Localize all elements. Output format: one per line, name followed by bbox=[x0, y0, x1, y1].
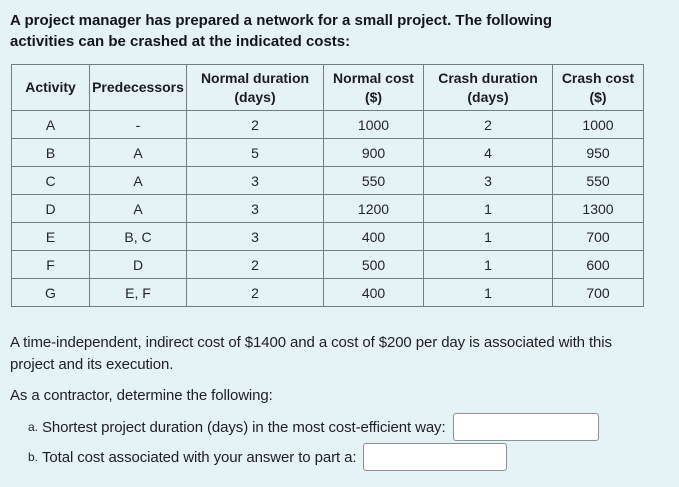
table-cell: 550 bbox=[323, 166, 424, 195]
table-cell: A bbox=[11, 110, 90, 139]
answer-a-input[interactable] bbox=[452, 413, 599, 441]
table-row-f: F D 2 500 1 600 bbox=[11, 250, 644, 279]
table-row-d: D A 3 1200 1 1300 bbox=[11, 194, 644, 223]
table-cell: 700 bbox=[552, 222, 644, 251]
column-header-crash-duration: Crash duration (days) bbox=[423, 64, 553, 111]
question-a-row: a. Shortest project duration (days) in t… bbox=[28, 412, 679, 442]
table-cell: 1300 bbox=[552, 194, 644, 223]
table-cell: 900 bbox=[323, 138, 424, 167]
table-cell: B bbox=[11, 138, 90, 167]
question-a-label: Shortest project duration (days) in the … bbox=[42, 418, 446, 436]
table-row-a: A - 2 1000 2 1000 bbox=[11, 110, 644, 139]
table-cell: 1 bbox=[423, 278, 553, 307]
table-cell: 1200 bbox=[323, 194, 424, 223]
table-cell: A bbox=[89, 194, 187, 223]
table-row-c: C A 3 550 3 550 bbox=[11, 166, 644, 195]
table-cell: 950 bbox=[552, 138, 644, 167]
table-cell: 1 bbox=[423, 194, 553, 223]
column-header-activity: Activity bbox=[11, 64, 90, 111]
column-header-crash-cost: Crash cost ($) bbox=[552, 64, 644, 111]
table-cell: 550 bbox=[552, 166, 644, 195]
table-cell: E bbox=[11, 222, 90, 251]
column-header-predecessors: Predecessors bbox=[89, 64, 187, 111]
question-b-label: Total cost associated with your answer t… bbox=[42, 448, 357, 466]
table-cell: 2 bbox=[186, 278, 324, 307]
table-cell: F bbox=[11, 250, 90, 279]
question-b-marker: b. bbox=[28, 450, 39, 464]
table-cell: 700 bbox=[552, 278, 644, 307]
table-cell: B, C bbox=[89, 222, 187, 251]
instruction-text: As a contractor, determine the following… bbox=[10, 387, 273, 404]
table-cell: 600 bbox=[552, 250, 644, 279]
column-header-normal-duration: Normal duration (days) bbox=[186, 64, 324, 111]
table-row-e: E B, C 3 400 1 700 bbox=[11, 222, 644, 251]
table-cell: 400 bbox=[323, 222, 424, 251]
table-cell: 3 bbox=[186, 222, 324, 251]
table-cell: 2 bbox=[186, 110, 324, 139]
table-cell: 4 bbox=[423, 138, 553, 167]
table-cell: A bbox=[89, 166, 187, 195]
table-cell: 400 bbox=[323, 278, 424, 307]
table-cell: - bbox=[89, 110, 187, 139]
table-cell: E, F bbox=[89, 278, 187, 307]
crash-cost-table: Activity Predecessors Normal duration (da… bbox=[11, 64, 644, 307]
table-row-g: G E, F 2 400 1 700 bbox=[11, 278, 644, 307]
table-cell: 3 bbox=[423, 166, 553, 195]
table-cell: 2 bbox=[186, 250, 324, 279]
question-b-row: b. Total cost associated with your answe… bbox=[28, 442, 679, 472]
table-cell: G bbox=[11, 278, 90, 307]
table-cell: 500 bbox=[323, 250, 424, 279]
table-row-b: B A 5 900 4 950 bbox=[11, 138, 644, 167]
table-cell: 5 bbox=[186, 138, 324, 167]
table-cell: 1000 bbox=[552, 110, 644, 139]
table-cell: 3 bbox=[186, 194, 324, 223]
table-cell: A bbox=[89, 138, 187, 167]
table-cell: 1 bbox=[423, 250, 553, 279]
problem-statement: A project manager has prepared a network… bbox=[10, 12, 553, 50]
table-cell: 3 bbox=[186, 166, 324, 195]
table-cell: D bbox=[89, 250, 187, 279]
table-cell: D bbox=[11, 194, 90, 223]
table-cell: 1000 bbox=[323, 110, 424, 139]
answer-b-input[interactable] bbox=[363, 443, 508, 471]
table-header-row: Activity Predecessors Normal duration (da… bbox=[11, 64, 644, 111]
table-cell: 1 bbox=[423, 222, 553, 251]
column-header-normal-cost: Normal cost ($) bbox=[323, 64, 424, 111]
table-cell: 2 bbox=[423, 110, 553, 139]
cost-note: A time-independent, indirect cost of $14… bbox=[10, 334, 612, 373]
question-a-marker: a. bbox=[28, 420, 39, 434]
table-cell: C bbox=[11, 166, 90, 195]
